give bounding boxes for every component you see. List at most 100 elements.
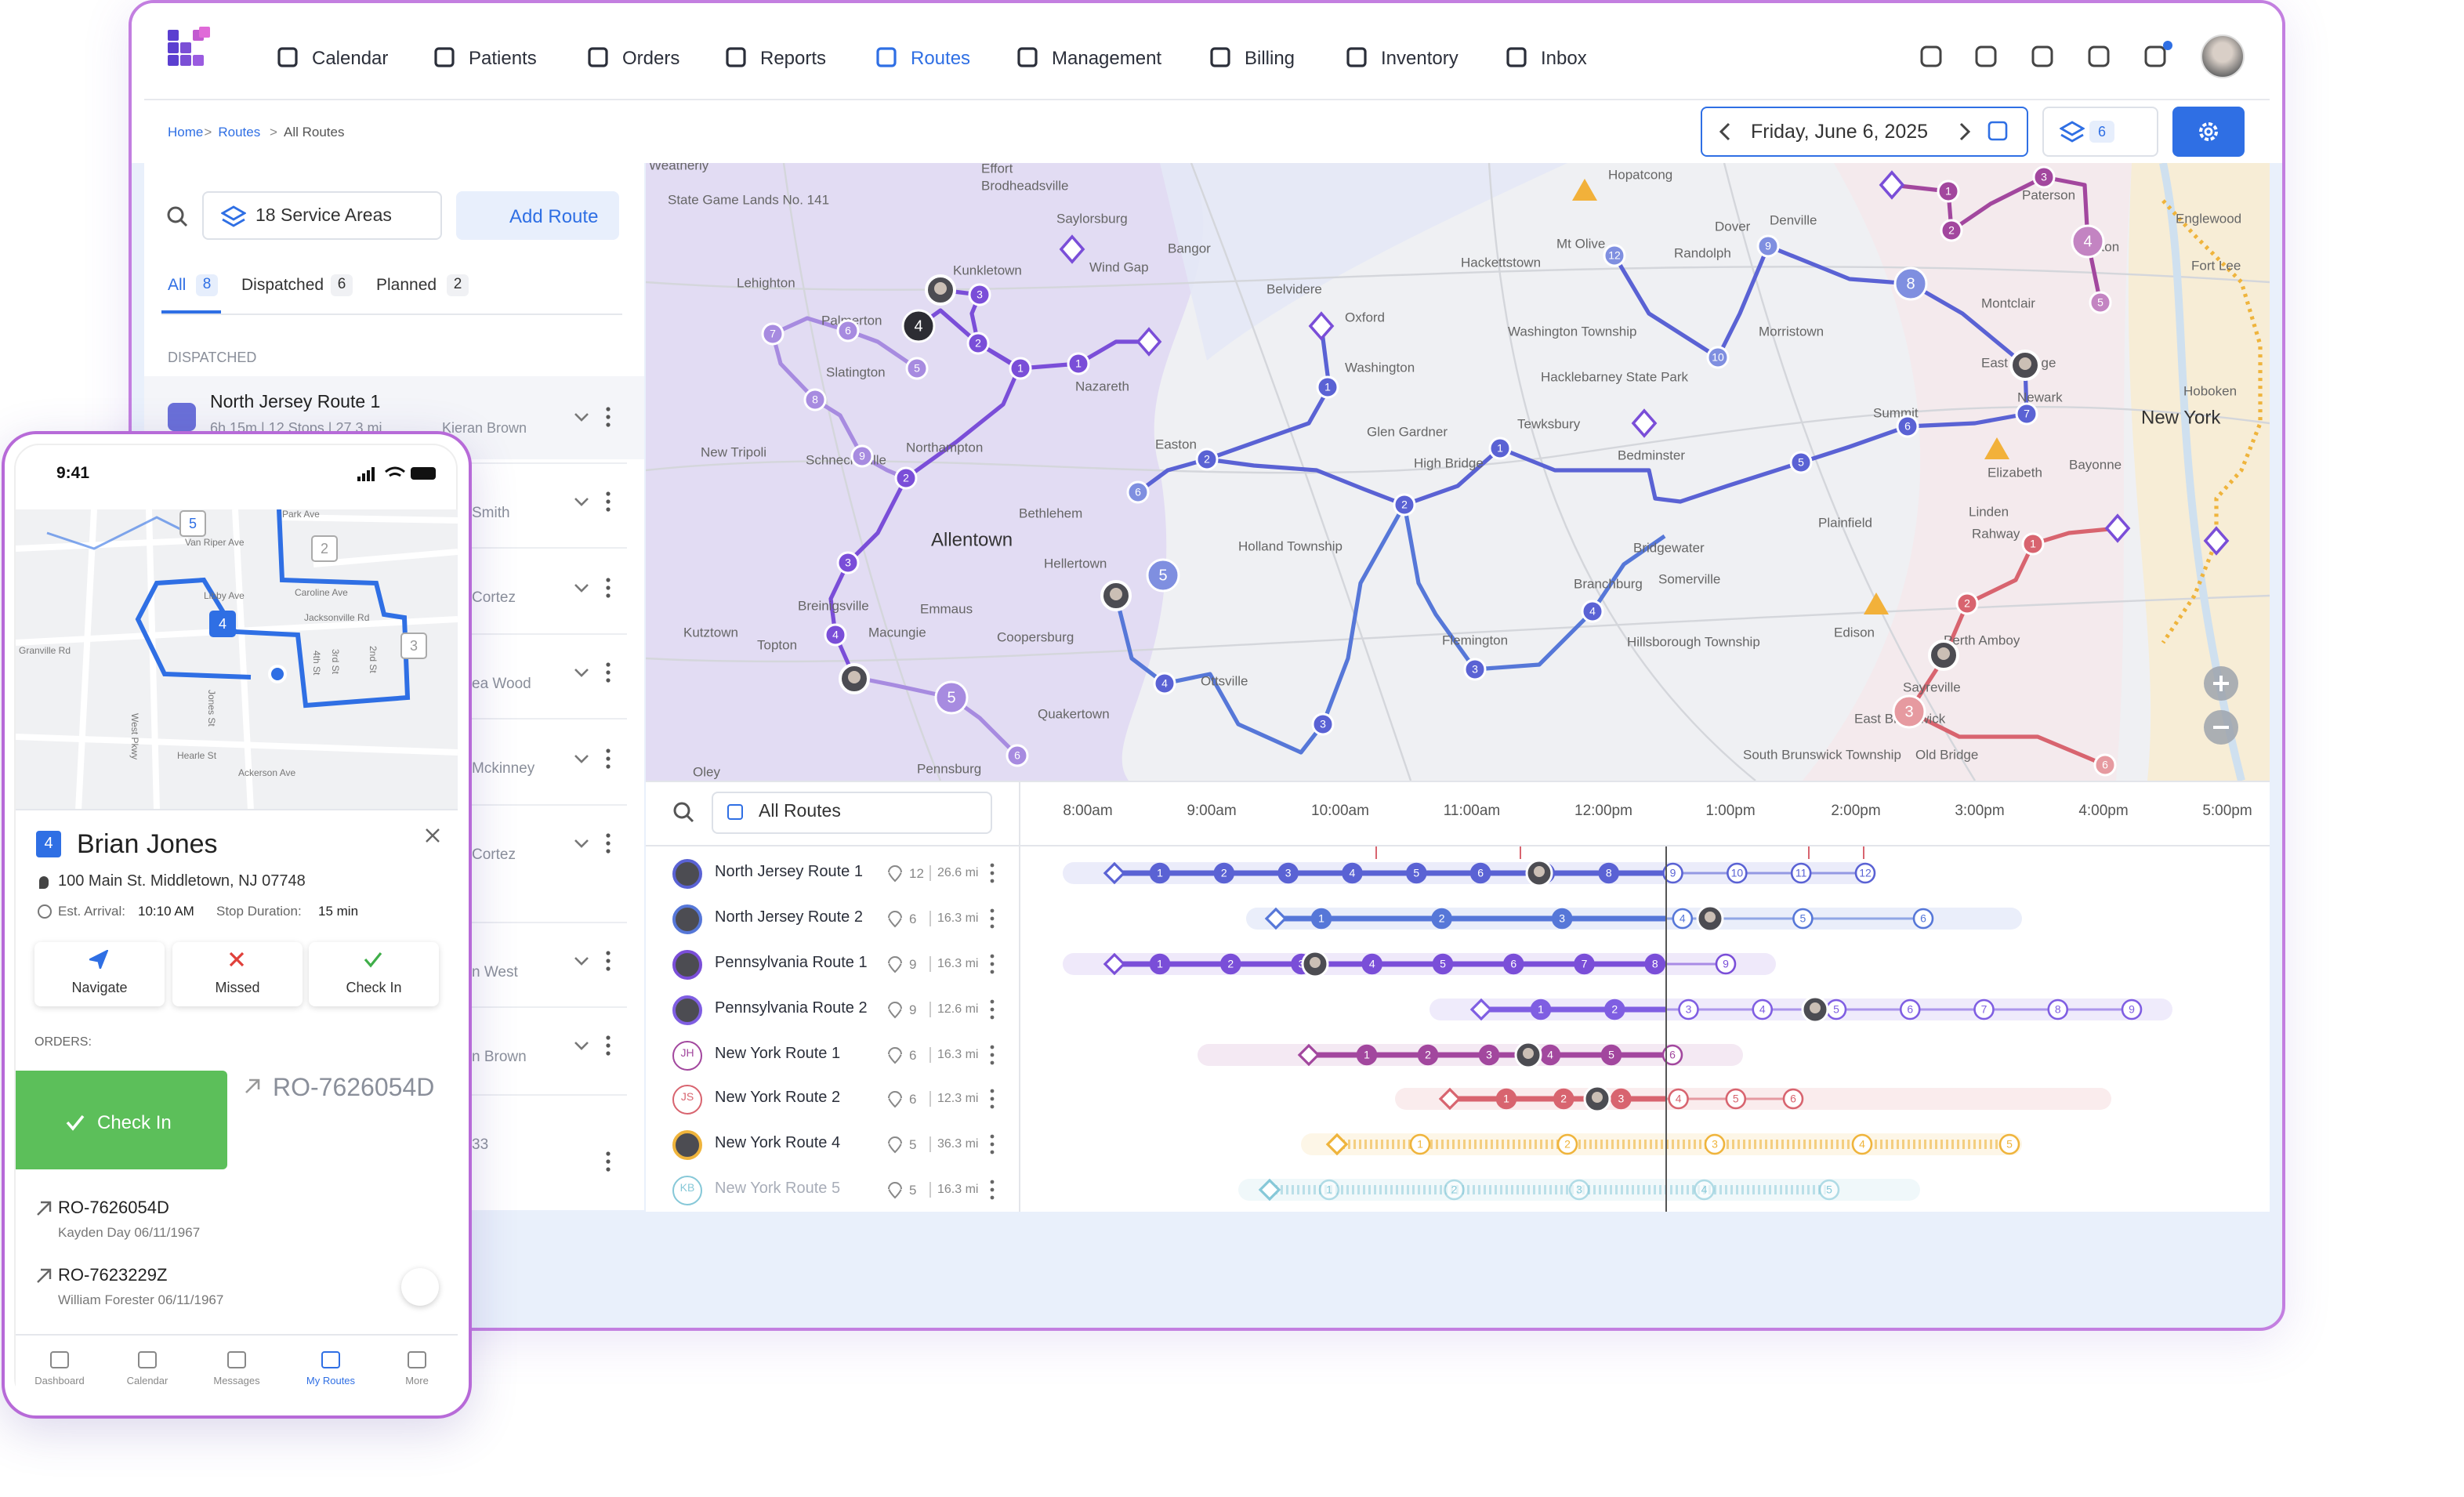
menu-dot xyxy=(990,1007,995,1012)
timeline-stop xyxy=(1672,908,1694,930)
nav-item[interactable]: Calendar xyxy=(312,47,389,69)
call-button[interactable] xyxy=(401,1268,439,1306)
toolbar-icon-shape xyxy=(2031,45,2053,67)
timeline-route-name[interactable]: Pennsylvania Route 1 xyxy=(715,955,868,972)
timeline-stop xyxy=(1149,953,1171,975)
map-depot xyxy=(1136,327,1162,357)
nav-item-active[interactable]: Routes xyxy=(911,47,971,69)
timeline-stop-label: 1 xyxy=(1364,1049,1370,1061)
timeline-route-name[interactable]: Pennsylvania Route 2 xyxy=(715,1000,868,1017)
map-stop xyxy=(2015,402,2038,426)
nav-icon xyxy=(277,47,298,67)
check-in-button[interactable] xyxy=(16,1071,227,1169)
order-id[interactable]: RO-7623229Z xyxy=(58,1267,168,1285)
tab-label[interactable]: My Routes xyxy=(306,1376,356,1387)
logo-block xyxy=(193,55,204,66)
breadcrumb-item[interactable]: Home xyxy=(168,124,204,140)
map-road xyxy=(646,266,2270,291)
driver-face xyxy=(1705,912,1716,922)
stat-divider xyxy=(929,865,931,881)
action-label[interactable]: Navigate xyxy=(71,980,128,995)
action-label[interactable]: Missed xyxy=(215,980,260,995)
logo-block xyxy=(199,27,210,38)
time-label: 5:00pm xyxy=(2202,803,2252,820)
timeline-route-name[interactable]: North Jersey Route 2 xyxy=(715,909,863,926)
stops-icon xyxy=(888,1091,902,1108)
phone-street-label: Van Riper Ave xyxy=(185,537,245,548)
map-place-label: Linden xyxy=(1969,504,2009,519)
service-areas-select[interactable] xyxy=(202,191,442,240)
action-label[interactable]: Check In xyxy=(346,980,402,995)
nav-item[interactable]: Orders xyxy=(622,47,680,69)
arrival-value: 10:10 AM xyxy=(138,903,194,919)
settings-button[interactable] xyxy=(2172,107,2245,157)
row-menu xyxy=(606,1151,611,1172)
order-link-icon xyxy=(37,1268,52,1283)
nav-icon xyxy=(726,47,746,67)
action-glyph xyxy=(364,951,382,968)
timeline-route-name[interactable]: New York Route 5 xyxy=(715,1180,841,1198)
action-button[interactable] xyxy=(172,942,303,1006)
timeline-stop xyxy=(1556,1133,1578,1155)
phone-street-label: West Pkwy xyxy=(129,713,140,759)
nav-item[interactable]: Reports xyxy=(760,47,827,69)
tab-label[interactable]: Messages xyxy=(213,1376,260,1387)
map-stop xyxy=(1756,234,1780,258)
tab-label[interactable]: Calendar xyxy=(126,1376,168,1387)
map-stop xyxy=(836,551,860,575)
action-button[interactable] xyxy=(34,942,165,1006)
time-label: 1:00pm xyxy=(1705,803,1756,820)
nav-item[interactable]: Patients xyxy=(469,47,537,69)
map-place-label: Effort xyxy=(981,163,1013,176)
map-place-label: Macungie xyxy=(868,625,926,640)
tab-label[interactable]: Dashboard xyxy=(34,1376,85,1387)
menu-dot xyxy=(606,1043,611,1048)
timeline-route-stops: 5 xyxy=(909,1136,917,1152)
route-filter[interactable] xyxy=(712,792,992,834)
check-in-label[interactable]: Check In xyxy=(97,1111,172,1133)
menu-dot xyxy=(990,1089,995,1093)
add-route-label[interactable]: Add Route xyxy=(509,205,599,227)
nav-item[interactable]: Inventory xyxy=(1381,47,1458,69)
nav-item[interactable]: Management xyxy=(1052,47,1162,69)
map-route-line xyxy=(1612,244,2029,415)
timeline-stop-label: 3 xyxy=(1486,1049,1492,1061)
phone-location xyxy=(268,665,287,683)
route-filter-label[interactable]: All Routes xyxy=(759,803,841,821)
action-button[interactable] xyxy=(309,942,439,1006)
row-menu xyxy=(606,662,611,683)
timeline-route-name[interactable]: New York Route 2 xyxy=(715,1089,841,1107)
map-stop-label: 2 xyxy=(1401,498,1408,511)
timeline-route-name[interactable]: North Jersey Route 1 xyxy=(715,864,863,881)
nav-item[interactable]: Billing xyxy=(1245,47,1295,69)
filter-tab[interactable]: All xyxy=(168,276,187,295)
calendar-icon xyxy=(1988,121,2008,141)
map-place-label: Quakertown xyxy=(1038,706,1110,721)
map-place-label: Randolph xyxy=(1674,245,1731,260)
breadcrumb-item[interactable]: Routes xyxy=(218,124,261,140)
nav-item[interactable]: Inbox xyxy=(1541,47,1587,69)
map-warning xyxy=(1572,179,1597,201)
route-avatar xyxy=(672,1130,702,1160)
filter-tab[interactable]: Dispatched xyxy=(241,276,324,295)
order-id[interactable]: RO-7626054D xyxy=(58,1199,169,1218)
map-stop xyxy=(1955,592,1979,615)
timeline-route-distance: 16.3 mi xyxy=(937,956,979,970)
tab-label[interactable]: More xyxy=(405,1376,429,1387)
route-depot xyxy=(1325,1133,1349,1156)
map-stop-label: 9 xyxy=(859,450,865,462)
add-route-button[interactable] xyxy=(456,191,619,240)
timeline-stop xyxy=(1854,862,1876,884)
pin xyxy=(888,911,902,928)
map-stop-label: 6 xyxy=(1904,420,1911,433)
timeline-route-name[interactable]: New York Route 4 xyxy=(715,1135,841,1152)
close-x xyxy=(426,828,440,843)
filter-tab[interactable]: Planned xyxy=(376,276,437,295)
route-avatar: JS xyxy=(672,1085,702,1115)
timeline-stop-label: 4 xyxy=(1680,912,1686,925)
date-picker[interactable] xyxy=(1701,107,2028,157)
route-depot xyxy=(1469,998,1493,1021)
timeline-stop xyxy=(1318,1179,1340,1201)
map-place-label: Plainfield xyxy=(1818,515,1872,530)
timeline-route-name[interactable]: New York Route 1 xyxy=(715,1046,841,1063)
